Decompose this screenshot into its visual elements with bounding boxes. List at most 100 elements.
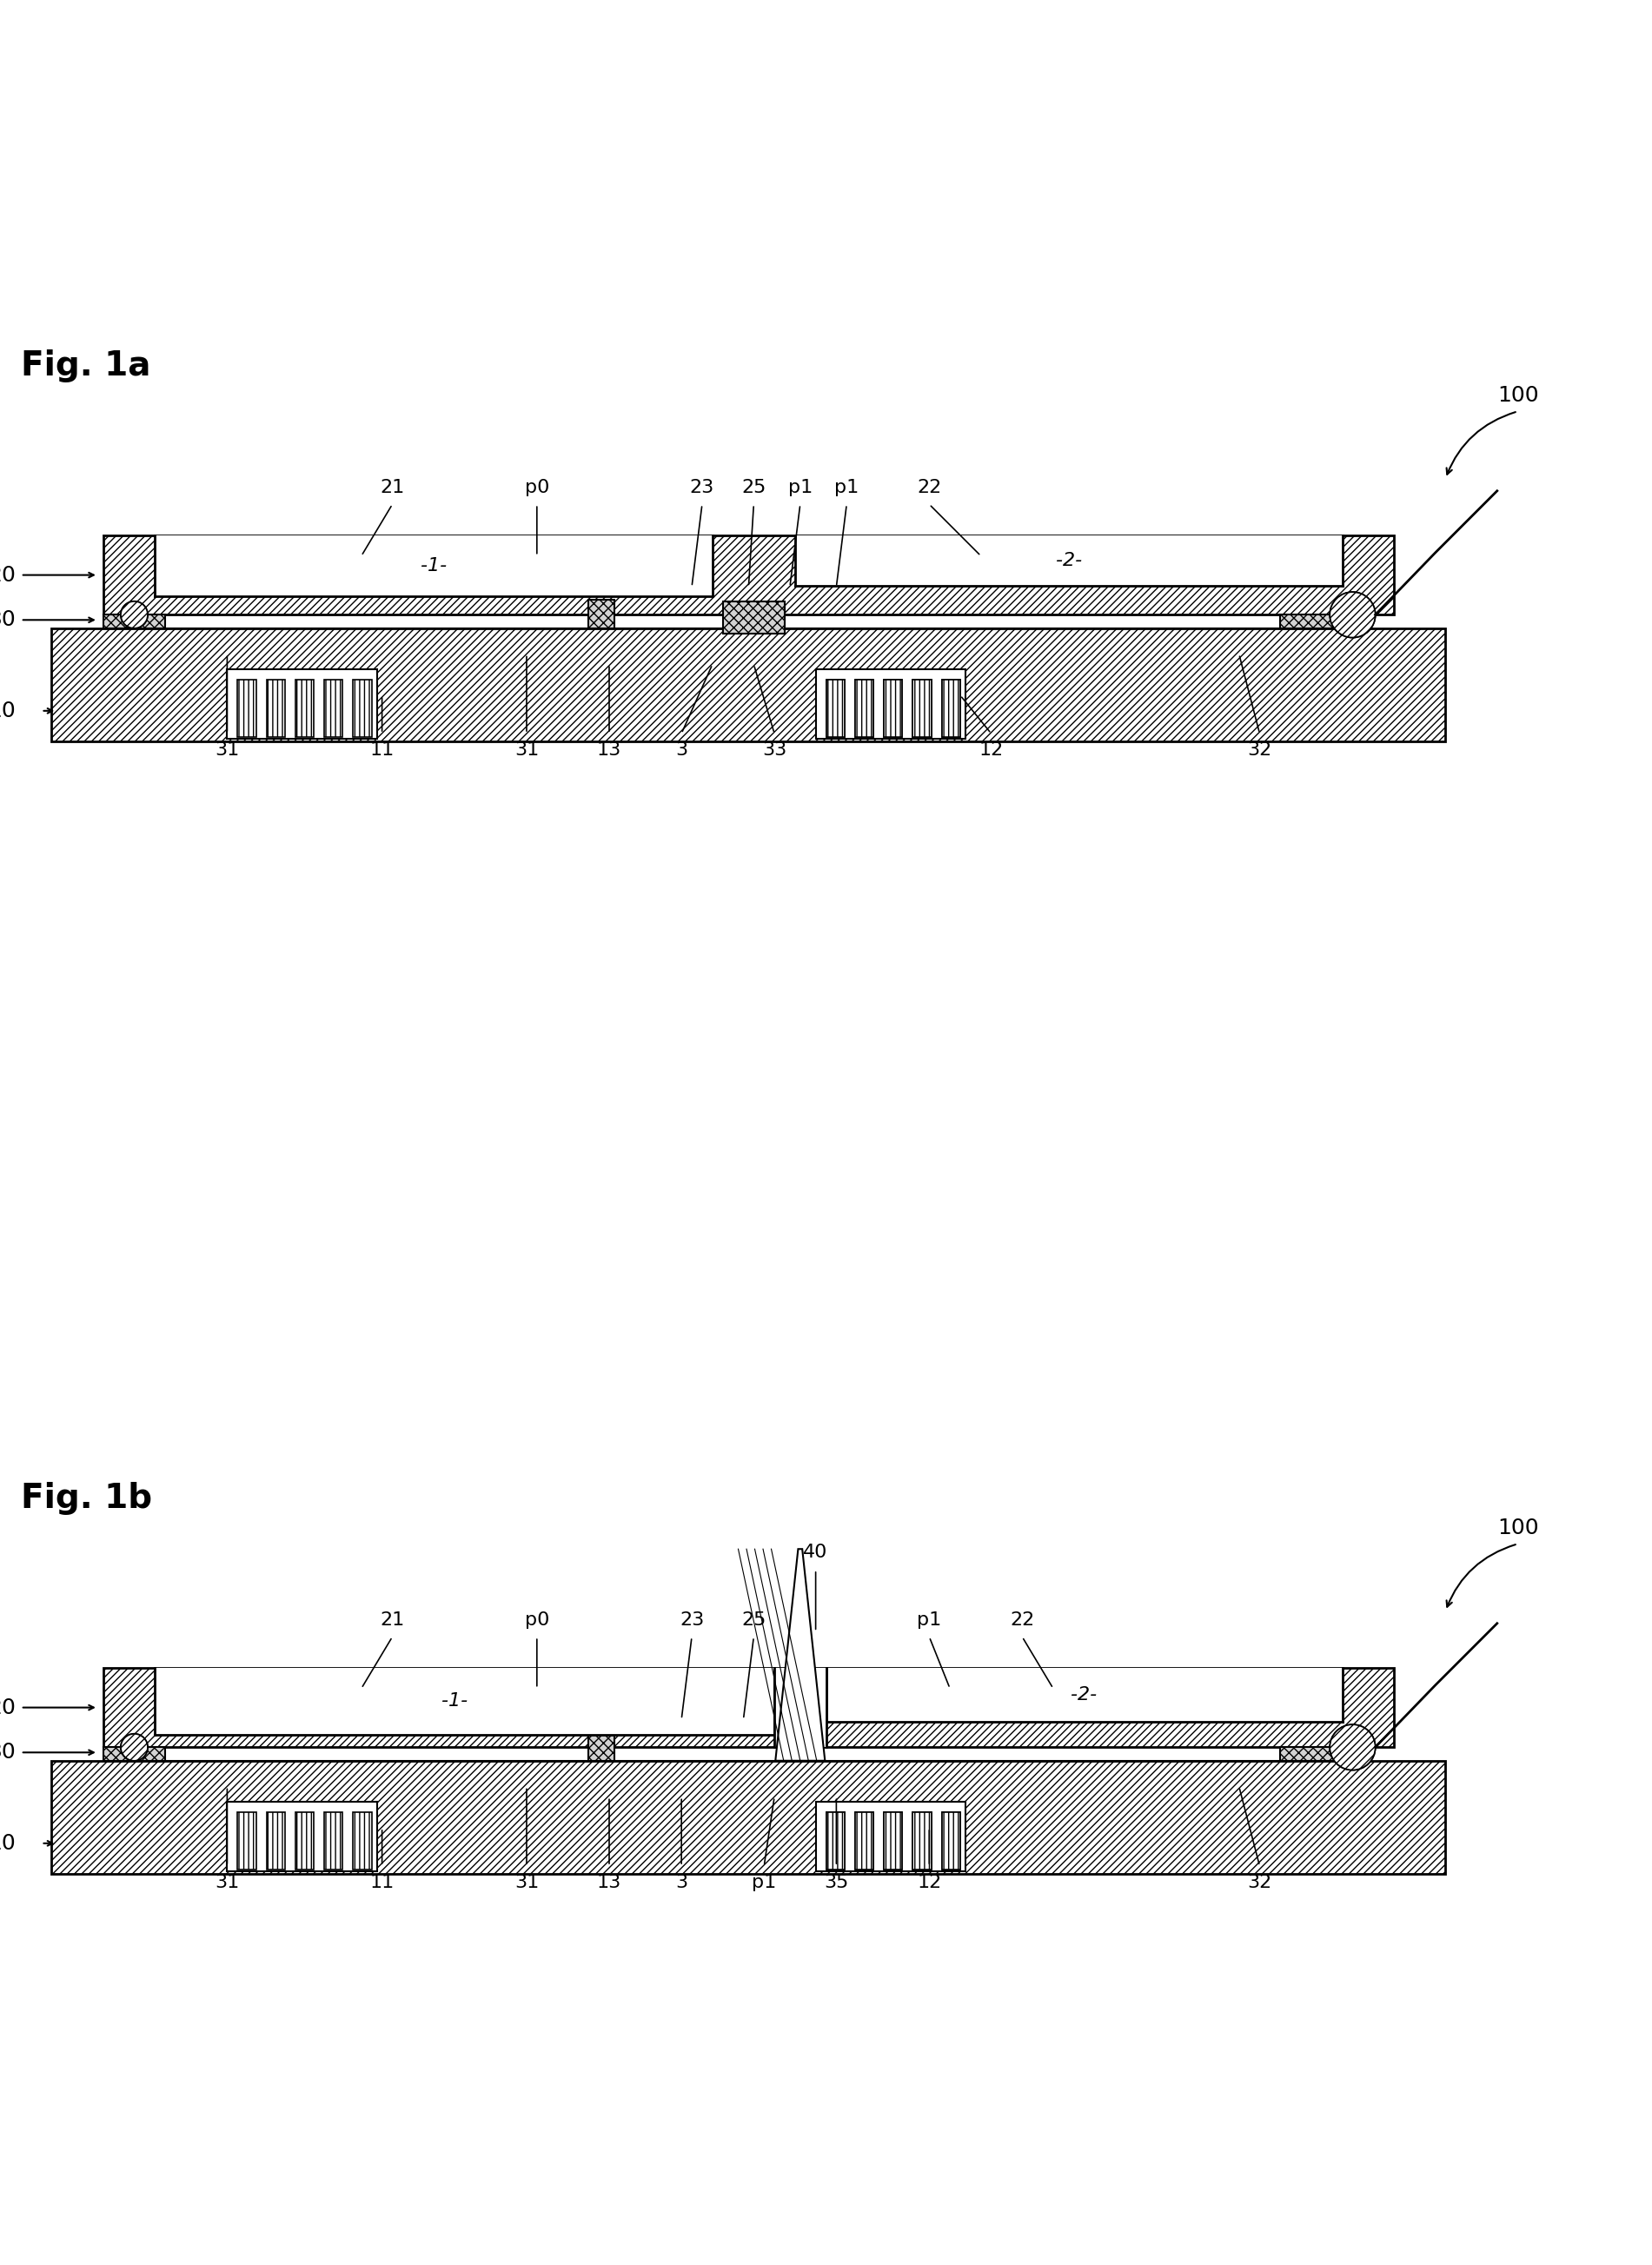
Bar xyxy=(324,1812,344,1869)
Text: 11: 11 xyxy=(370,1875,395,1891)
Wedge shape xyxy=(121,1735,147,1760)
Circle shape xyxy=(1330,1724,1376,1769)
Bar xyxy=(884,1812,902,1869)
FancyArrowPatch shape xyxy=(1447,412,1515,473)
Text: 20: 20 xyxy=(0,564,15,584)
Bar xyxy=(354,1812,372,1869)
Bar xyxy=(942,680,960,736)
Text: 30: 30 xyxy=(0,609,15,630)
Bar xyxy=(51,627,1446,743)
Text: 32: 32 xyxy=(1247,743,1272,759)
Text: p0: p0 xyxy=(525,478,548,496)
Bar xyxy=(795,535,1343,587)
Text: 23: 23 xyxy=(679,1610,704,1629)
Text: 12: 12 xyxy=(917,1875,942,1891)
Text: Fig. 1b: Fig. 1b xyxy=(20,1481,152,1515)
Bar xyxy=(324,680,344,736)
Text: 100: 100 xyxy=(1497,1518,1538,1538)
Text: 25: 25 xyxy=(742,478,767,496)
Bar xyxy=(102,614,165,627)
Text: 35: 35 xyxy=(824,1875,849,1891)
Wedge shape xyxy=(121,602,147,627)
Bar xyxy=(775,1667,826,1746)
Text: 10: 10 xyxy=(0,1832,15,1853)
Wedge shape xyxy=(1330,591,1376,636)
Text: 31: 31 xyxy=(514,743,539,759)
Bar xyxy=(102,1667,1394,1746)
Bar xyxy=(826,680,844,736)
Bar xyxy=(724,602,785,634)
Bar xyxy=(856,680,874,736)
Bar xyxy=(826,1812,844,1869)
Bar xyxy=(816,1803,965,1871)
Text: 10: 10 xyxy=(0,700,15,720)
Bar xyxy=(790,1733,816,1760)
Text: 12: 12 xyxy=(980,743,1003,759)
Text: -1-: -1- xyxy=(421,557,446,575)
Text: -2-: -2- xyxy=(1070,1685,1097,1703)
FancyArrowPatch shape xyxy=(1447,1545,1515,1606)
Bar xyxy=(155,535,712,596)
Bar xyxy=(912,680,932,736)
Bar xyxy=(942,1812,960,1869)
Text: p1: p1 xyxy=(834,478,859,496)
Text: 3: 3 xyxy=(676,1875,687,1891)
Text: Fig. 1a: Fig. 1a xyxy=(20,349,150,383)
Text: 21: 21 xyxy=(380,478,405,496)
Bar xyxy=(226,1803,377,1871)
Text: 25: 25 xyxy=(742,1610,767,1629)
Text: 40: 40 xyxy=(803,1545,828,1561)
Bar xyxy=(912,680,932,736)
Text: 3: 3 xyxy=(676,743,687,759)
Bar xyxy=(942,680,960,736)
Bar xyxy=(856,680,874,736)
Text: 13: 13 xyxy=(596,743,621,759)
Bar xyxy=(856,1812,874,1869)
Bar xyxy=(238,680,256,736)
Bar xyxy=(155,1667,775,1735)
Bar xyxy=(816,670,965,738)
Bar xyxy=(826,680,844,736)
Bar xyxy=(1280,1746,1343,1760)
Text: 100: 100 xyxy=(1497,385,1538,405)
Bar xyxy=(354,680,372,736)
Bar xyxy=(102,535,1394,614)
Bar xyxy=(826,1812,844,1869)
Text: -1-: -1- xyxy=(441,1692,468,1710)
Bar xyxy=(588,1733,615,1760)
Bar xyxy=(1280,614,1343,627)
Circle shape xyxy=(121,602,147,627)
Bar xyxy=(884,1812,902,1869)
Bar xyxy=(238,1812,256,1869)
Text: 31: 31 xyxy=(514,1875,539,1891)
Circle shape xyxy=(1330,591,1376,636)
Text: 21: 21 xyxy=(380,1610,405,1629)
Bar xyxy=(266,1812,286,1869)
Text: 11: 11 xyxy=(370,743,395,759)
Bar xyxy=(226,670,377,738)
Bar xyxy=(826,1667,1343,1721)
Text: 31: 31 xyxy=(215,743,240,759)
Text: 22: 22 xyxy=(1009,1610,1034,1629)
Wedge shape xyxy=(1330,1724,1376,1769)
Bar xyxy=(884,680,902,736)
Text: 13: 13 xyxy=(596,1875,621,1891)
Bar xyxy=(912,1812,932,1869)
Bar xyxy=(884,680,902,736)
Text: 23: 23 xyxy=(691,478,714,496)
Bar xyxy=(266,680,286,736)
Text: p0: p0 xyxy=(525,1610,548,1629)
Bar xyxy=(102,1746,165,1760)
Text: p1: p1 xyxy=(788,478,813,496)
Bar xyxy=(856,1812,874,1869)
Polygon shape xyxy=(775,1549,824,1760)
Text: 33: 33 xyxy=(762,743,786,759)
Circle shape xyxy=(121,1735,147,1760)
Bar xyxy=(296,680,314,736)
Text: 20: 20 xyxy=(0,1696,15,1717)
Text: 31: 31 xyxy=(215,1875,240,1891)
Bar xyxy=(588,600,615,627)
Bar xyxy=(296,1812,314,1869)
Text: p1: p1 xyxy=(752,1875,776,1891)
Bar xyxy=(942,1812,960,1869)
